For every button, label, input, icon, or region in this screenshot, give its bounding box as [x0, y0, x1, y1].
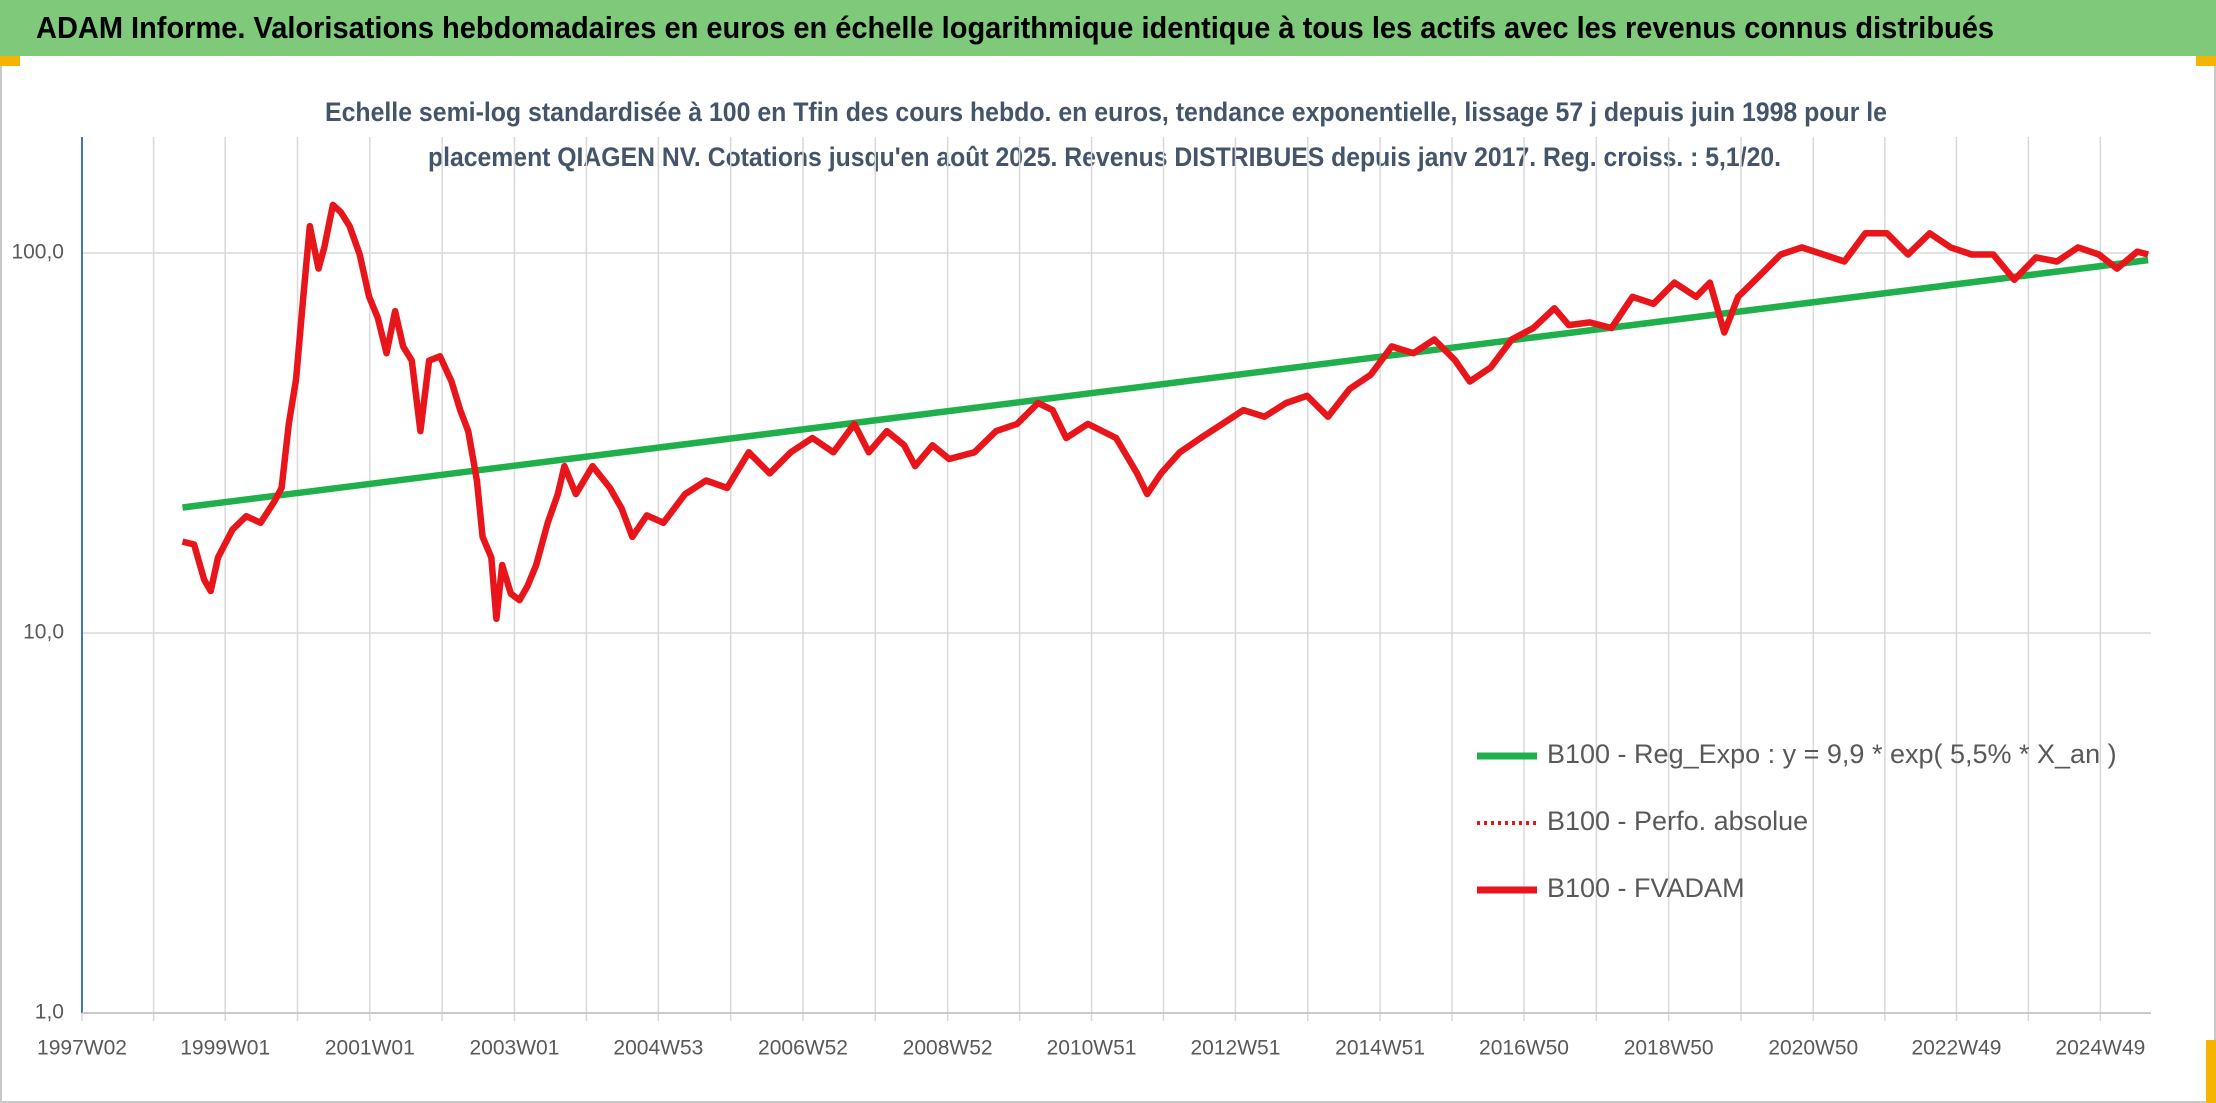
x-tick-label: 2008W52 — [903, 1037, 993, 1060]
chart-title: ADAM Informe. Valorisations hebdomadaire… — [36, 10, 1994, 45]
x-tick-label: 2018W50 — [1624, 1037, 1714, 1060]
title-bar — [0, 0, 2216, 56]
chart-subtitle: Echelle semi-log standardisée à 100 en T… — [325, 97, 1887, 127]
x-tick-label: 1999W01 — [180, 1037, 270, 1060]
chart-subtitle: placement QIAGEN NV. Cotations jusqu'en … — [428, 142, 1781, 172]
series-line — [182, 256, 2149, 511]
x-tick-label: 2003W01 — [470, 1037, 560, 1060]
x-tick-label: 2006W52 — [758, 1037, 848, 1060]
x-tick-label: 2024W49 — [2055, 1037, 2145, 1060]
x-tick-label: 2022W49 — [1912, 1037, 2002, 1060]
legend-label: B100 - Perfo. absolue — [1547, 806, 1808, 836]
legend-label: B100 - Reg_Expo : y = 9,9 * exp( 5,5% * … — [1547, 739, 2117, 769]
x-tick-label: 2004W53 — [613, 1037, 703, 1060]
x-tick-label: 2010W51 — [1047, 1037, 1137, 1060]
corner-mark — [2206, 1040, 2216, 1103]
y-tick-label: 100,0 — [11, 241, 64, 264]
y-tick-label: 10,0 — [23, 621, 64, 644]
x-tick-label: 2012W51 — [1191, 1037, 1281, 1060]
corner-mark — [0, 56, 20, 66]
legend-label: B100 - FVADAM — [1547, 873, 1745, 903]
y-tick-label: 1,0 — [35, 1001, 64, 1024]
x-tick-label: 2001W01 — [325, 1037, 415, 1060]
x-tick-label: 1997W02 — [37, 1037, 127, 1060]
x-tick-label: 2020W50 — [1768, 1037, 1858, 1060]
corner-mark — [2196, 56, 2216, 66]
x-tick-label: 2016W50 — [1479, 1037, 1569, 1060]
series-line — [181, 201, 2149, 623]
x-tick-label: 2014W51 — [1335, 1037, 1425, 1060]
